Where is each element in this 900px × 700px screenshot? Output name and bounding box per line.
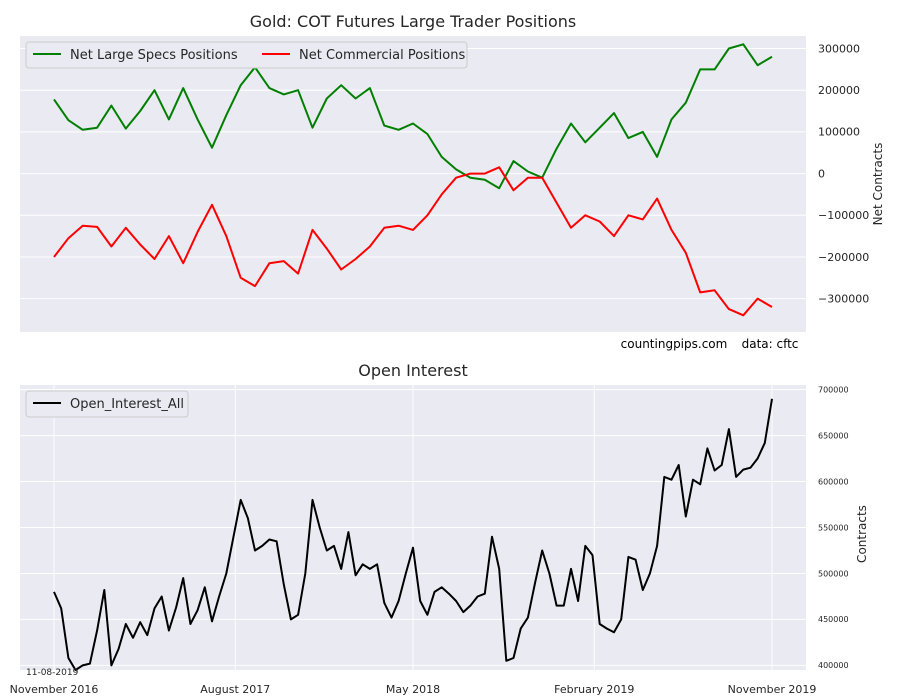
open-interest-series-line [53,398,773,671]
date-stamp: 11-08-2019 [26,668,79,678]
y-tick-label: 450000 [818,615,849,624]
y-tick-label: 700000 [818,385,849,394]
cot-gridlines [20,48,806,300]
open-interest-gridlines [20,385,806,670]
y-tick-label: 500000 [818,569,849,578]
cot-chart-title: Gold: COT Futures Large Trader Positions [250,12,576,31]
open-interest-legend-box [25,390,189,418]
y-tick-label: 300000 [818,42,860,55]
series-line-net-large-specs-positions [53,43,773,190]
cot-legend-box [25,41,468,69]
series-line-net-commercial-positions [53,166,773,317]
x-tick-label: February 2019 [554,683,634,696]
cot-y-axis-label: Net Contracts [871,143,885,226]
open-interest-x-tick-labels: November 2016 August 2017 May 2018 February… [10,683,817,696]
open-interest-y-axis-label: Contracts [855,505,869,563]
cot-chart: Gold: COT Futures Large Trader Positions… [20,12,885,351]
y-tick-label: −100000 [818,209,869,222]
series-line-open-interest-all [53,398,773,671]
open-interest-y-tick-labels: 700000 650000 600000 550000 500000 450000 4000… [818,385,849,670]
y-tick-label: −200000 [818,251,869,264]
y-tick-label: 400000 [818,661,849,670]
cot-legend[interactable]: Net Large Specs Positions Net Commercial… [25,41,468,69]
y-tick-label: 100000 [818,126,860,139]
y-tick-label: −300000 [818,292,869,305]
legend-label-net-large-specs: Net Large Specs Positions [70,48,238,63]
credit-data-source: data: cftc [742,337,799,351]
x-tick-label: November 2019 [728,683,817,696]
open-interest-chart: Open Interest 700000 650000 600000 550000 50… [10,361,869,696]
legend-label-net-commercial: Net Commercial Positions [299,48,465,63]
y-tick-label: 200000 [818,84,860,97]
legend-label-open-interest: Open_Interest_All [70,397,184,412]
x-tick-label: August 2017 [200,683,270,696]
credit-countingpips: countingpips.com [621,337,728,351]
x-tick-label: May 2018 [386,683,440,696]
cot-y-tick-labels: 300000 200000 100000 0 −100000 −200000 −300000 [818,42,869,305]
y-tick-label: 650000 [818,431,849,440]
y-tick-label: 0 [818,167,825,180]
open-interest-legend[interactable]: Open_Interest_All [25,390,189,418]
x-tick-label: November 2016 [10,683,99,696]
open-interest-chart-title: Open Interest [358,361,467,380]
cot-plot-area [20,36,806,332]
y-tick-label: 600000 [818,477,849,486]
y-tick-label: 550000 [818,523,849,532]
cot-series-lines [53,43,773,317]
